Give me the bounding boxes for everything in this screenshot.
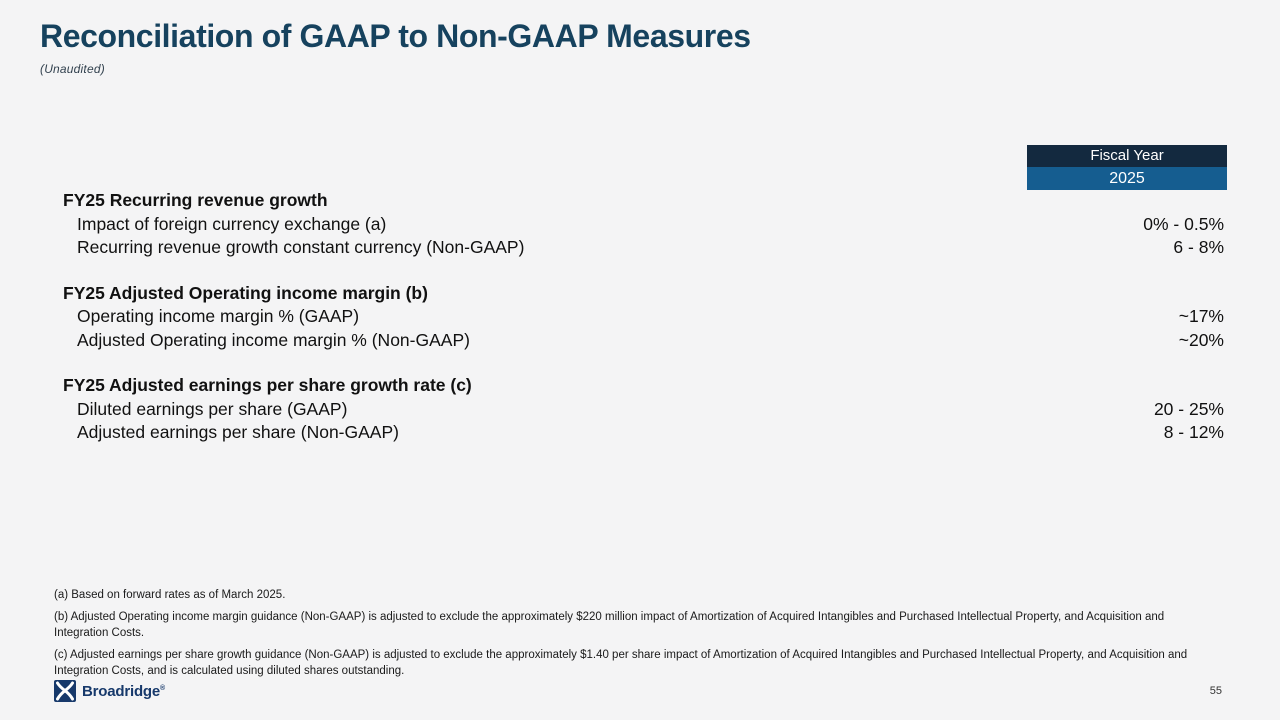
footnote-c: (c) Adjusted earnings per share growth g… (54, 648, 1188, 678)
table-section-recurring-revenue: FY25 Recurring revenue growth Impact of … (63, 189, 1224, 260)
row-label: Adjusted earnings per share (Non-GAAP) (77, 422, 399, 442)
measures-table: FY25 Recurring revenue growth Impact of … (63, 189, 1224, 467)
registered-trademark: ® (160, 684, 165, 692)
row-value: 20 - 25% (1153, 398, 1224, 419)
section-heading: FY25 Recurring revenue growth (63, 190, 328, 210)
title-block: Reconciliation of GAAP to Non-GAAP Measu… (40, 16, 751, 76)
row-label: Diluted earnings per share (GAAP) (77, 398, 348, 419)
footnote-a: (a) Based on forward rates as of March 2… (54, 589, 286, 601)
broadridge-logo-icon (54, 680, 76, 702)
row-value: ~17% (1178, 306, 1224, 326)
table-row: Adjusted earnings per share (Non-GAAP) 8… (63, 421, 1224, 445)
row-label: Recurring revenue growth constant curren… (77, 237, 525, 257)
broadridge-wordmark: Broadridge® (82, 682, 165, 700)
row-value: ~20% (1178, 329, 1224, 350)
row-label: Impact of foreign currency exchange (a) (77, 213, 387, 234)
page-title: Reconciliation of GAAP to Non-GAAP Measu… (40, 18, 751, 54)
page-subtitle: (Unaudited) (40, 62, 105, 76)
broadridge-logo: Broadridge® (54, 680, 165, 702)
row-value: 6 - 8% (1173, 237, 1224, 257)
row-label: Operating income margin % (GAAP) (77, 306, 360, 326)
table-row: Impact of foreign currency exchange (a) … (63, 213, 1224, 237)
fiscal-year-column-header: Fiscal Year 2025 (1027, 145, 1227, 190)
page-number: 55 (1209, 685, 1222, 697)
footnotes: (a) Based on forward rates as of March 2… (54, 587, 1218, 685)
row-value: 8 - 12% (1163, 422, 1224, 442)
section-heading: FY25 Adjusted earnings per share growth … (63, 375, 472, 395)
table-row: Diluted earnings per share (GAAP) 20 - 2… (63, 398, 1224, 422)
table-row: Recurring revenue growth constant curren… (63, 236, 1224, 260)
footnote-b: (b) Adjusted Operating income margin gui… (54, 610, 1165, 640)
section-heading: FY25 Adjusted Operating income margin (b… (63, 282, 428, 303)
table-row: Adjusted Operating income margin % (Non-… (63, 329, 1224, 353)
row-value: 0% - 0.5% (1143, 213, 1224, 234)
table-section-eps-growth: FY25 Adjusted earnings per share growth … (63, 374, 1224, 445)
fiscal-year-value: 2025 (1027, 167, 1227, 190)
table-section-operating-income-margin: FY25 Adjusted Operating income margin (b… (63, 282, 1224, 353)
fiscal-year-label: Fiscal Year (1027, 145, 1227, 167)
table-row: Operating income margin % (GAAP) ~17% (63, 305, 1224, 329)
row-label: Adjusted Operating income margin % (Non-… (77, 329, 470, 350)
